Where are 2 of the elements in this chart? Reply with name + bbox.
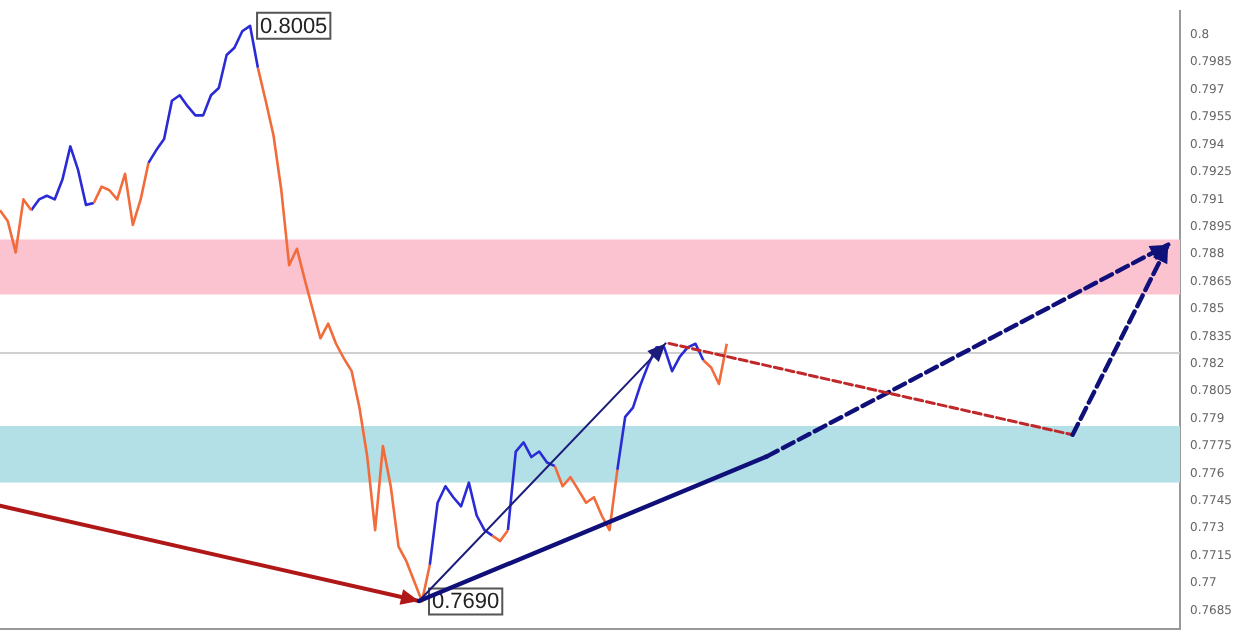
annotation: 0.8005	[260, 14, 328, 39]
annotation: 0.7690	[431, 590, 500, 615]
